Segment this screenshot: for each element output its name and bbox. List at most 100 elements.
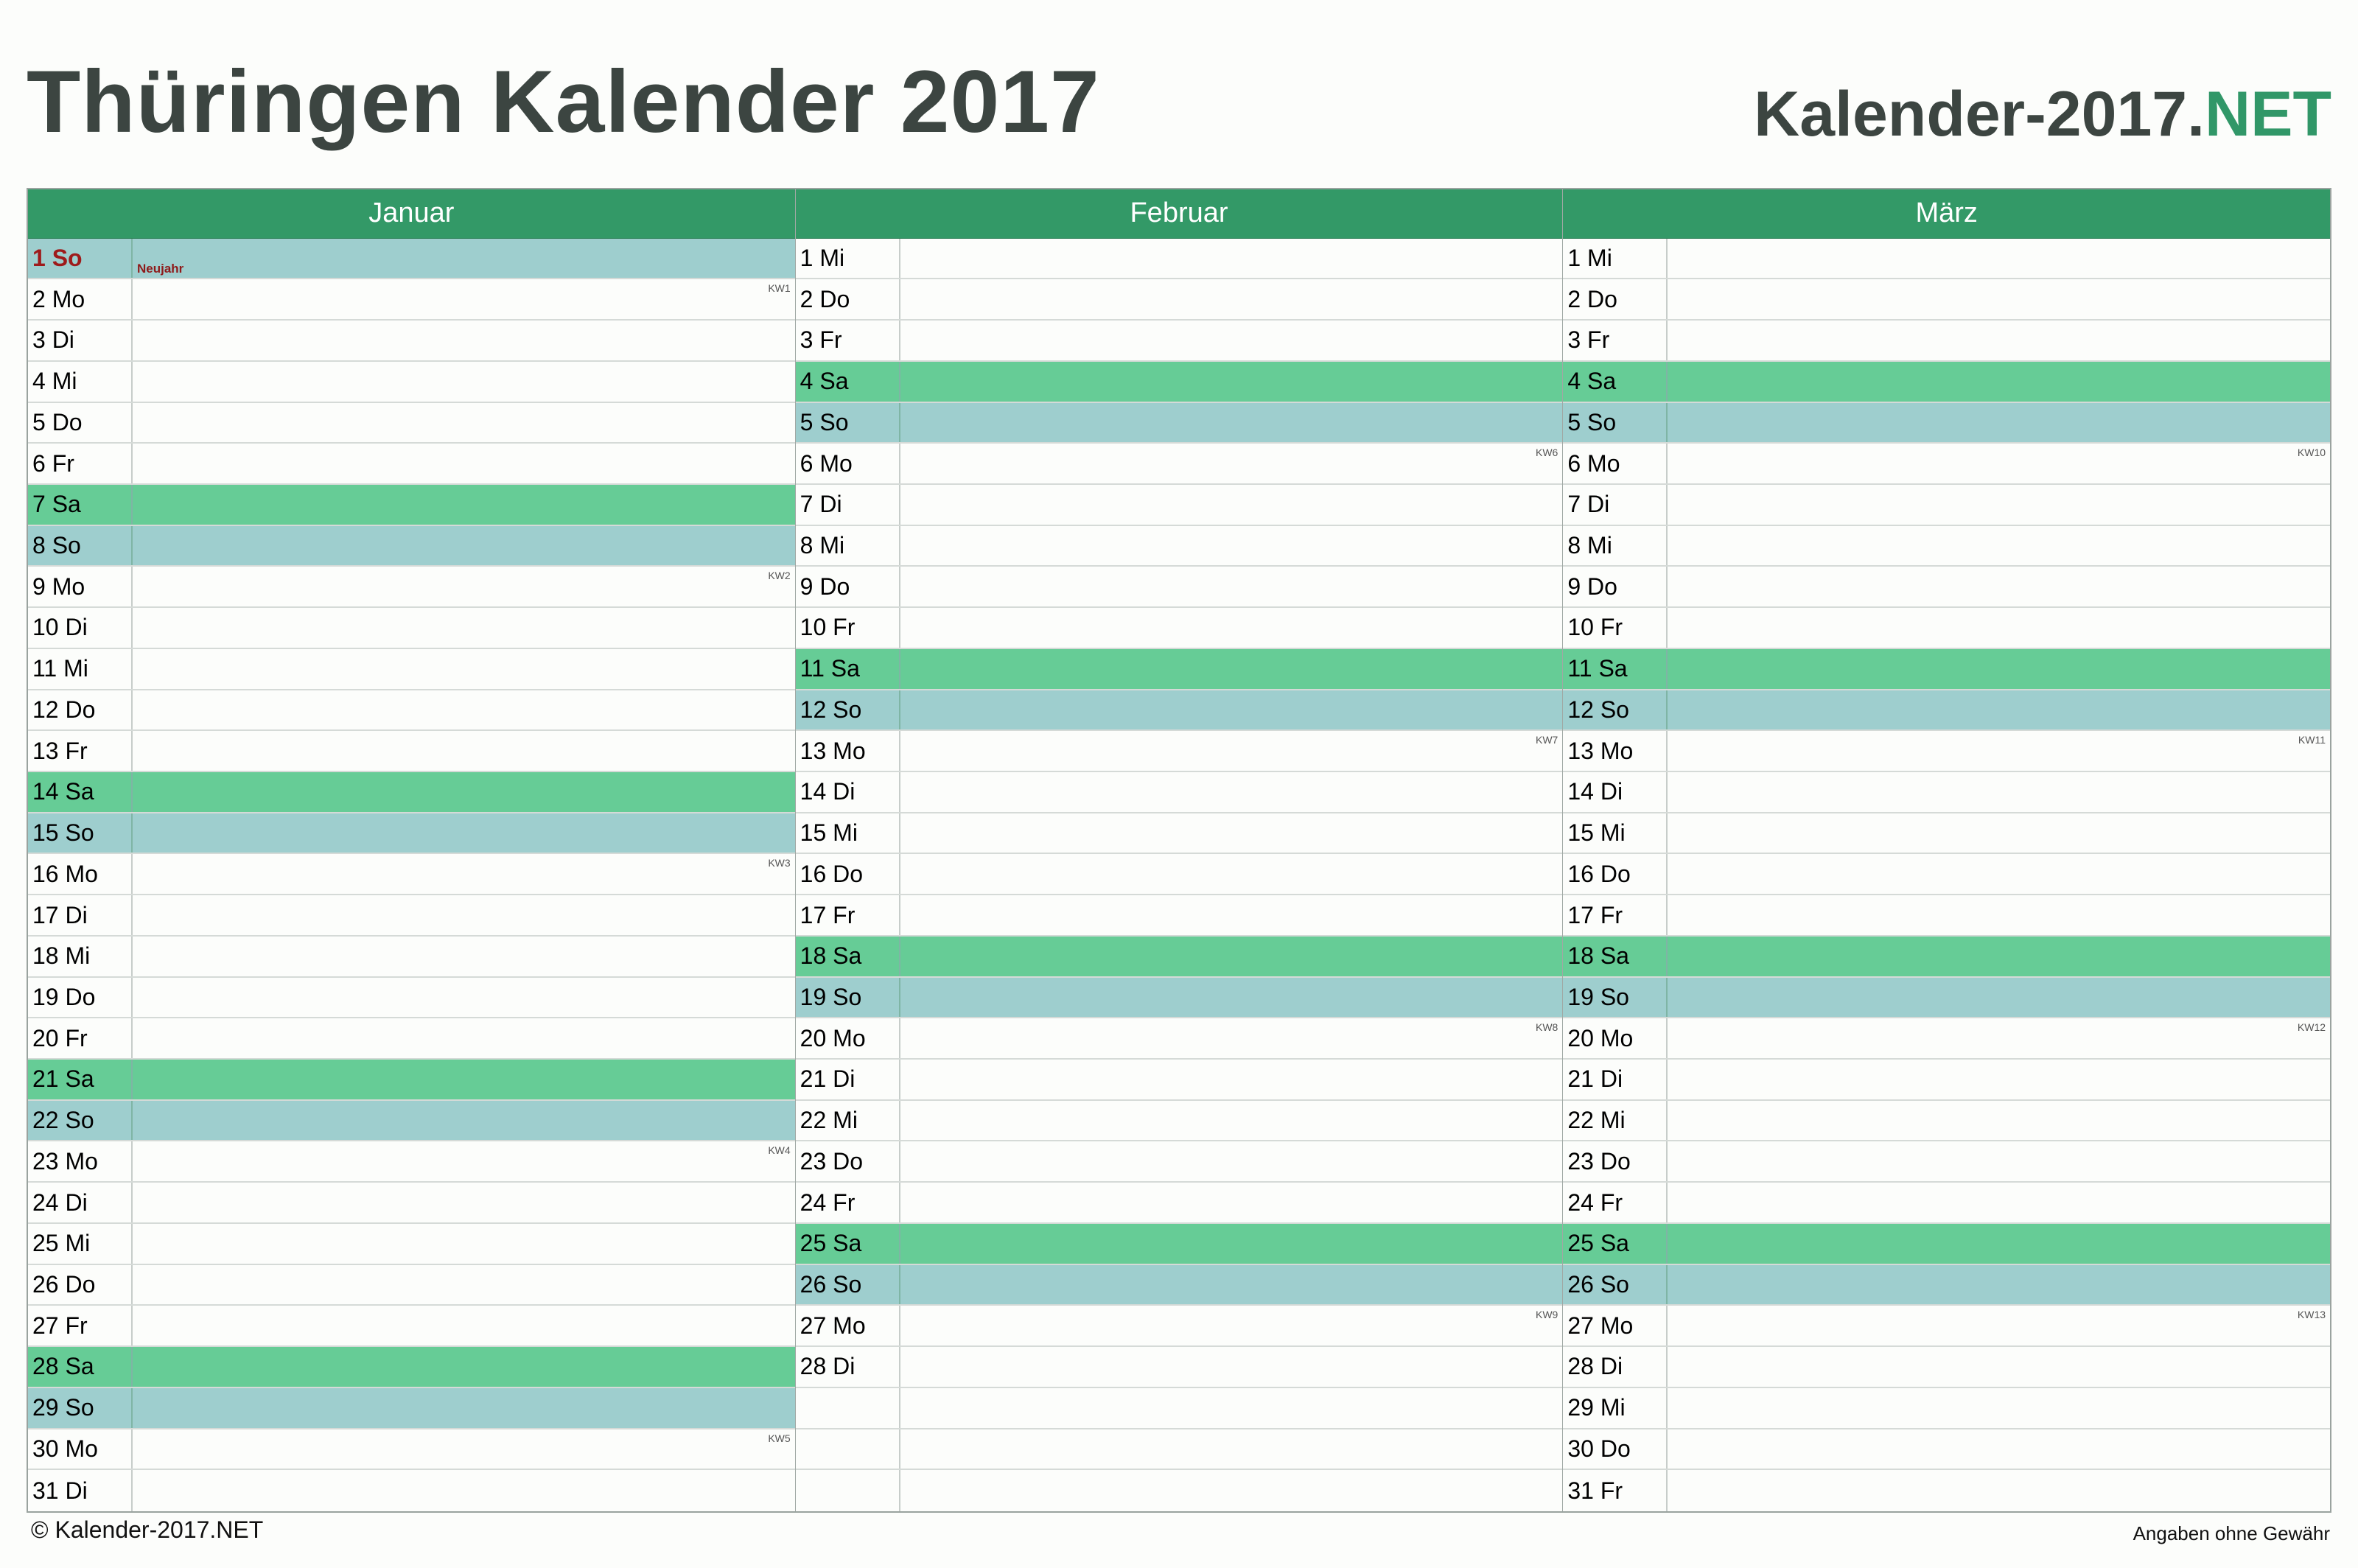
note-cell xyxy=(1668,895,2330,935)
day-label: 26 So xyxy=(1563,1264,1668,1305)
note-cell xyxy=(900,1224,1563,1264)
week-number: KW12 xyxy=(2297,1021,2326,1034)
day-label: 15 Mi xyxy=(796,813,900,853)
note-cell xyxy=(900,978,1563,1018)
note-cell xyxy=(1668,526,2330,566)
day-label: 4 Sa xyxy=(1563,361,1668,402)
note-cell xyxy=(900,895,1563,935)
day-label: 18 Mi xyxy=(28,936,133,976)
day-label: 5 So xyxy=(1563,402,1668,443)
day-label: 27 Mo xyxy=(796,1306,900,1346)
day-label: 22 Mi xyxy=(1563,1100,1668,1141)
note-cell xyxy=(133,1018,795,1058)
note-cell xyxy=(1668,567,2330,606)
day-label: 11 Sa xyxy=(796,648,900,689)
day-row: 28 Sa xyxy=(28,1347,795,1388)
brand-tld: NET xyxy=(2205,79,2331,150)
day-label: 19 Do xyxy=(28,977,133,1018)
day-row: 12 So xyxy=(1563,690,2331,732)
day-row: 3 Fr xyxy=(795,321,1563,362)
note-cell xyxy=(1668,978,2330,1018)
note-cell xyxy=(133,1101,795,1141)
day-label: 28 Sa xyxy=(28,1347,133,1387)
day-label: 31 Di xyxy=(28,1470,133,1511)
note-cell xyxy=(900,772,1563,812)
day-label: 28 Di xyxy=(1563,1347,1668,1387)
day-row: 4 Sa xyxy=(795,361,1563,403)
day-row: 27 Fr xyxy=(28,1306,795,1348)
note-cell xyxy=(133,690,795,730)
month-column: Januar 1 So Neujahr 2 Mo KW1 3 Di 4 Mi 5 Do 6 Fr… xyxy=(28,189,795,1511)
note-cell xyxy=(900,813,1563,853)
day-label: 21 Di xyxy=(1563,1060,1668,1099)
day-row: 9 Do xyxy=(795,567,1563,609)
day-label: 3 Fr xyxy=(796,321,900,360)
day-row: 18 Sa xyxy=(795,936,1563,978)
day-row: 1 Mi xyxy=(795,238,1563,280)
day-label: 14 Sa xyxy=(28,772,133,812)
day-label: 24 Fr xyxy=(796,1183,900,1222)
day-label: 14 Di xyxy=(1563,772,1668,812)
day-row: 31 Fr xyxy=(1563,1470,2330,1511)
week-number: KW10 xyxy=(2297,447,2326,459)
day-label: 2 Do xyxy=(796,279,900,320)
note-cell xyxy=(1668,362,2330,402)
note-cell xyxy=(900,854,1563,894)
day-label: 7 Di xyxy=(796,484,900,525)
day-row: 27 Mo KW13 xyxy=(1563,1306,2331,1348)
month-header: Januar xyxy=(28,189,795,239)
day-row: 14 Sa xyxy=(28,772,795,813)
day-row: 30 Do xyxy=(1563,1429,2331,1471)
day-label: 4 Mi xyxy=(28,361,133,402)
day-label xyxy=(796,1429,900,1469)
day-label: 1 So xyxy=(28,238,133,279)
day-label: 16 Mo xyxy=(28,854,133,895)
holiday-name: Neujahr xyxy=(137,262,184,276)
day-row: 5 Do xyxy=(28,402,795,444)
day-row: 25 Sa xyxy=(795,1223,1563,1265)
day-row: 11 Sa xyxy=(1563,648,2331,690)
day-row: 29 Mi xyxy=(1563,1387,2331,1429)
brand-main: Kalender-2017. xyxy=(1754,79,2205,150)
day-row: 10 Fr xyxy=(1563,608,2331,649)
day-label: 19 So xyxy=(796,977,900,1018)
day-row: 26 So xyxy=(1563,1264,2331,1306)
day-row: 25 Sa xyxy=(1563,1223,2331,1265)
note-cell xyxy=(900,937,1563,976)
note-cell xyxy=(1668,1183,2330,1222)
day-label: 11 Sa xyxy=(1563,648,1668,689)
note-cell xyxy=(900,567,1563,606)
day-row: 9 Mo KW2 xyxy=(28,567,795,609)
note-cell xyxy=(133,321,795,360)
day-row: 11 Sa xyxy=(795,648,1563,690)
week-number: KW3 xyxy=(768,857,791,869)
note-cell: KW5 xyxy=(133,1429,795,1469)
day-row: 24 Di xyxy=(28,1183,795,1224)
day-label: 9 Do xyxy=(796,567,900,607)
note-cell: KW8 xyxy=(900,1018,1563,1058)
note-cell xyxy=(1668,813,2330,853)
day-label: 8 So xyxy=(28,525,133,566)
day-label: 22 So xyxy=(28,1100,133,1141)
day-row: 17 Fr xyxy=(1563,895,2331,937)
day-label: 6 Fr xyxy=(28,444,133,483)
note-cell xyxy=(1668,1224,2330,1264)
note-cell xyxy=(133,1388,795,1428)
day-label: 28 Di xyxy=(796,1347,900,1387)
day-row: 18 Mi xyxy=(28,936,795,978)
day-label: 1 Mi xyxy=(796,238,900,279)
day-label: 23 Do xyxy=(1563,1141,1668,1182)
day-label: 10 Di xyxy=(28,608,133,648)
day-row: 2 Mo KW1 xyxy=(28,279,795,321)
week-number: KW4 xyxy=(768,1144,791,1157)
day-label: 25 Mi xyxy=(28,1223,133,1264)
note-cell xyxy=(133,362,795,402)
disclaimer-text: Angaben ohne Gewähr xyxy=(2133,1522,2330,1544)
week-number: KW2 xyxy=(768,570,791,582)
day-row: 13 Mo KW7 xyxy=(795,731,1563,772)
day-row: 8 Mi xyxy=(1563,525,2331,567)
day-label: 2 Mo xyxy=(28,279,133,320)
day-row: 15 So xyxy=(28,813,795,855)
day-row: 19 So xyxy=(795,977,1563,1019)
day-row: 5 So xyxy=(795,402,1563,444)
